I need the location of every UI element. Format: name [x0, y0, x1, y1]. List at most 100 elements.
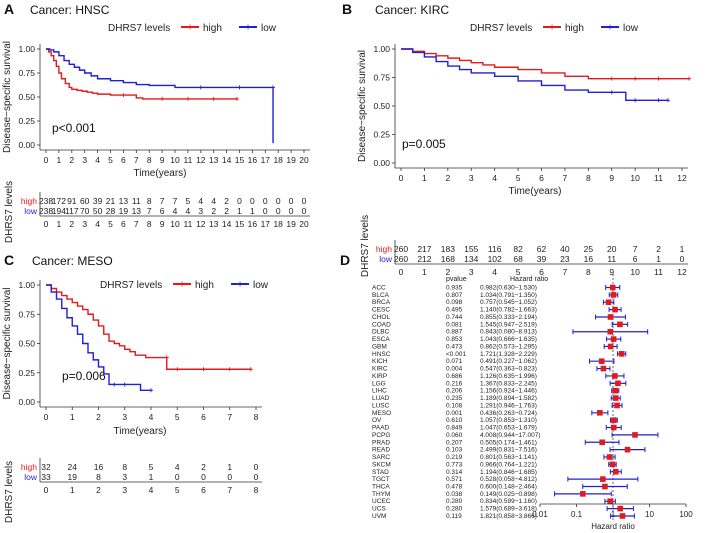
legend: DHRS7 levels + high + low — [100, 280, 269, 292]
forest-row: KICH 0.071 0.491(0.227−1.062) — [372, 358, 615, 365]
survival-curve-high — [46, 284, 251, 370]
risk-row-label-high: high — [21, 196, 37, 206]
risk-count: 50 — [93, 206, 103, 216]
risk-count: 60 — [80, 196, 90, 206]
x-tick-label: 16 — [248, 155, 258, 165]
cancer-label: SKCM — [372, 461, 391, 468]
risk-x-tick-label: 19 — [286, 219, 296, 229]
legend-title: DHRS7 levels — [470, 23, 532, 34]
km-panel-A: A Cancer: HNSC DHRS7 levels + high + low 0.00 0.… — [2, 1, 310, 243]
hr-point — [617, 505, 624, 512]
risk-count: 260 — [394, 244, 408, 254]
hr-point — [613, 468, 619, 475]
cancer-label: UCEC — [372, 498, 391, 505]
risk-x-tick-label: 17 — [261, 219, 271, 229]
risk-count: 238 — [39, 206, 53, 216]
hr-header: Hazard ratio — [510, 276, 548, 283]
hr-point — [612, 387, 619, 394]
hr-point — [615, 380, 621, 387]
x-tick-label: 13 — [209, 155, 219, 165]
risk-table-ylabel: DHRS7 levels — [4, 181, 15, 243]
forest-row: LIHC 0.206 1.156(0.924−1.446) — [372, 387, 620, 395]
pvalue-cell: 0.280 — [446, 506, 463, 513]
x-tick-label: 3 — [469, 173, 474, 183]
forest-row: SKCM 0.773 0.966(0.764−1.221) — [372, 461, 617, 468]
forest-row: DLBC 0.887 0.843(0.080−8.913) — [372, 329, 649, 336]
risk-count: 1 — [237, 206, 242, 216]
risk-count: 2 — [224, 196, 229, 206]
risk-count: 0 — [289, 196, 294, 206]
risk-x-tick-label: 4 — [95, 219, 100, 229]
cancer-label: MESO — [372, 410, 391, 417]
km-panel-C: C Cancer: MESO DHRS7 levels + high + low 0.00 0.… — [2, 252, 269, 523]
risk-count: 13 — [119, 196, 129, 206]
km-panel-B: B Cancer: KIRC DHRS7 levels + high + low 0.00 0.… — [342, 1, 692, 277]
risk-count: 91 — [67, 196, 77, 206]
risk-count: 7 — [633, 244, 638, 254]
x-tick-label: 18 — [273, 155, 283, 165]
forest-row: LGG 0.216 1.367(0.833−2.245) — [372, 380, 627, 387]
risk-count: 172 — [52, 196, 66, 206]
cancer-label: LIHC — [372, 388, 387, 395]
panel-title: Cancer: KIRC — [375, 3, 449, 17]
risk-x-tick-label: 13 — [209, 219, 219, 229]
hr-point — [607, 343, 614, 350]
risk-count: 16 — [94, 462, 104, 472]
risk-count: 4 — [186, 206, 191, 216]
risk-row-label-low: low — [379, 254, 393, 264]
cancer-label: KIRC — [372, 366, 388, 373]
risk-x-tick-label: 7 — [563, 267, 568, 277]
x-tick-label: 0.01 — [532, 510, 548, 519]
survival-curve-low — [401, 48, 668, 101]
hr-point — [580, 491, 586, 497]
x-tick-label: 4 — [149, 412, 154, 422]
legend-title: DHRS7 levels — [108, 23, 170, 34]
survival-curve-low — [46, 284, 151, 391]
y-tick-label: 0.25 — [373, 130, 390, 140]
x-tick-label: 10 — [630, 173, 640, 183]
censor-mark-high — [175, 367, 180, 372]
hr-point — [606, 454, 613, 460]
hr-cell: 1.821(0.858−3.866) — [480, 513, 537, 520]
risk-x-tick-label: 16 — [248, 219, 258, 229]
risk-count: 7 — [160, 196, 165, 206]
hr-point — [598, 358, 605, 364]
risk-count: 0 — [237, 196, 242, 206]
risk-row-label-low: low — [24, 206, 38, 216]
risk-x-tick-label: 2 — [96, 485, 101, 495]
panel-label: C — [4, 252, 14, 268]
x-tick-label: 10 — [170, 155, 180, 165]
legend-entry-low: low — [623, 23, 639, 34]
survival-curve-high — [401, 48, 690, 80]
hr-point — [612, 306, 618, 313]
risk-x-tick-label: 10 — [630, 267, 640, 277]
risk-table-ylabel: DHRS7 levels — [360, 215, 371, 277]
x-axis-label: Time(years) — [114, 426, 167, 437]
y-tick-label: 0.00 — [18, 397, 35, 407]
risk-count: 62 — [537, 244, 547, 254]
x-tick-label: 5 — [175, 412, 180, 422]
y-tick-label: 0.50 — [18, 339, 35, 349]
pvalue-cell: 0.478 — [446, 483, 463, 490]
hr-point — [610, 336, 617, 342]
p-value: p=0.005 — [402, 137, 446, 151]
pvalue-cell: 0.103 — [446, 447, 463, 454]
pvalue-cell: 0.744 — [446, 314, 463, 321]
hr-point — [597, 409, 603, 416]
legend-title: DHRS7 levels — [100, 280, 162, 291]
cancer-label: THYM — [372, 491, 390, 498]
forest-row: SARC 0.219 0.801(0.563−1.141) — [372, 454, 616, 461]
cancer-label: CESC — [372, 307, 390, 314]
cancer-label: BRCA — [372, 299, 391, 306]
censor-mark-low — [609, 90, 614, 95]
y-axis-label: Disease−specific survival — [357, 50, 368, 162]
risk-count: 5 — [186, 196, 191, 206]
forest-row: PCPG 0.060 4.008(0.944−17.007) — [372, 432, 659, 439]
cancer-label: READ — [372, 447, 390, 454]
hr-point — [610, 292, 617, 298]
censor-mark-high — [164, 355, 169, 360]
legend-entry-high: high — [565, 23, 584, 34]
x-tick-label: 11 — [654, 173, 663, 183]
pvalue-cell: 0.686 — [446, 373, 463, 380]
